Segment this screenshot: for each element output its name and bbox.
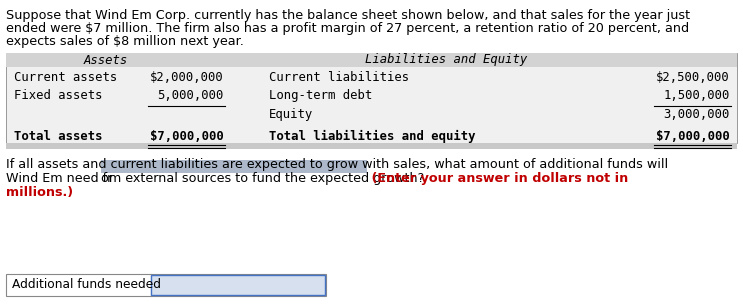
Text: Long-term debt: Long-term debt	[269, 89, 372, 102]
Bar	[6, 143, 737, 149]
Bar	[101, 160, 367, 173]
Text: Current assets: Current assets	[14, 71, 117, 84]
Text: Current liabilities: Current liabilities	[269, 71, 409, 84]
Bar	[6, 53, 737, 143]
Text: Additional funds needed: Additional funds needed	[12, 278, 161, 292]
Bar	[6, 274, 326, 296]
Text: $7,000,000: $7,000,000	[150, 130, 224, 143]
Text: If all assets and current liabilities are expected to grow with sales, what amou: If all assets and current liabilities ar…	[6, 158, 668, 171]
Text: $7,000,000: $7,000,000	[656, 130, 730, 143]
Bar	[6, 53, 737, 67]
Text: 3,000,000: 3,000,000	[663, 108, 730, 121]
Text: Suppose that Wind Em Corp. currently has the balance sheet shown below, and that: Suppose that Wind Em Corp. currently has…	[6, 9, 690, 22]
Text: $2,000,000: $2,000,000	[150, 71, 224, 84]
Text: Assets: Assets	[84, 54, 128, 66]
Text: 1,500,000: 1,500,000	[663, 89, 730, 102]
Text: Liabilities and Equity: Liabilities and Equity	[365, 54, 527, 66]
Text: (Enter your answer in dollars not in: (Enter your answer in dollars not in	[367, 172, 629, 185]
Text: Fixed assets: Fixed assets	[14, 89, 103, 102]
Text: om external sources to fund the expected growth?: om external sources to fund the expected…	[101, 172, 424, 185]
Bar	[151, 275, 325, 295]
Text: Total liabilities and equity: Total liabilities and equity	[269, 130, 476, 143]
Text: ended were $7 million. The firm also has a profit margin of 27 percent, a retent: ended were $7 million. The firm also has…	[6, 22, 689, 35]
Text: $2,500,000: $2,500,000	[656, 71, 730, 84]
Text: Total assets: Total assets	[14, 130, 103, 143]
Text: 5,000,000: 5,000,000	[158, 89, 224, 102]
Text: expects sales of $8 million next year.: expects sales of $8 million next year.	[6, 35, 244, 48]
Text: millions.): millions.)	[6, 186, 73, 199]
Text: Equity: Equity	[269, 108, 314, 121]
Text: Wind Em need fr: Wind Em need fr	[6, 172, 112, 185]
